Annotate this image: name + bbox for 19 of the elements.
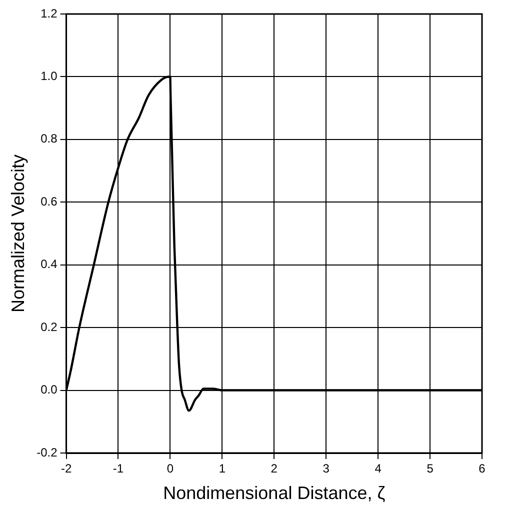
x-axis-title: Nondimensional Distance, ζ <box>163 483 386 504</box>
y-tick-label: 0.4 <box>40 257 58 272</box>
y-tick-label: 0.6 <box>40 194 58 208</box>
x-tick-label: 1 <box>218 462 226 476</box>
y-tick-label: 0.0 <box>40 382 58 397</box>
x-tick-label: 0 <box>166 462 174 476</box>
y-axis-title: Normalized Velocity <box>8 154 28 313</box>
y-tick-label: 1.2 <box>40 6 58 20</box>
y-tick-label: 0.2 <box>40 320 58 334</box>
x-tick-label: 3 <box>322 462 330 476</box>
x-tick-label: 4 <box>374 462 382 476</box>
y-tick-label: 1.0 <box>40 69 58 84</box>
x-tick-label: 5 <box>426 462 434 476</box>
y-tick-label: 0.8 <box>40 132 58 146</box>
x-tick-label: -2 <box>60 462 72 476</box>
x-tick-label: -1 <box>112 462 124 476</box>
y-tick-label: -0.2 <box>36 445 58 460</box>
x-tick-label: 6 <box>478 462 486 476</box>
x-tick-label: 2 <box>270 462 278 476</box>
